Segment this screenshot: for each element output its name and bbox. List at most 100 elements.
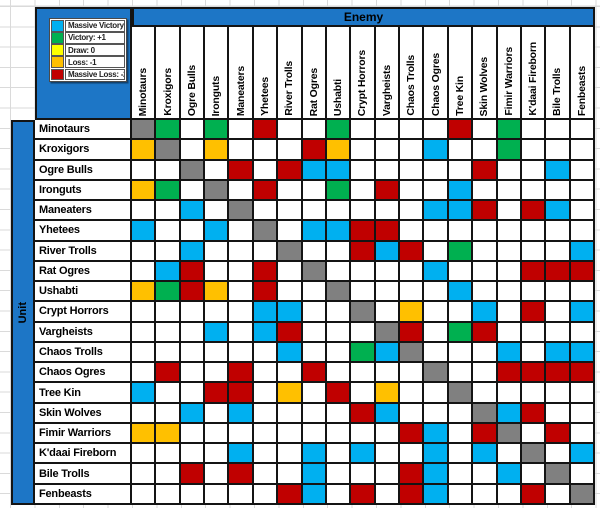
matchup-cell[interactable] bbox=[205, 403, 228, 422]
matchup-cell[interactable] bbox=[375, 423, 399, 443]
matchup-cell[interactable] bbox=[424, 241, 447, 260]
matchup-cell[interactable] bbox=[521, 423, 545, 443]
matchup-cell[interactable] bbox=[278, 464, 301, 483]
matchup-cell[interactable] bbox=[132, 282, 155, 301]
matchup-cell[interactable] bbox=[546, 140, 569, 159]
matchup-cell[interactable] bbox=[278, 140, 301, 159]
matchup-cell[interactable] bbox=[132, 484, 155, 503]
column-header[interactable]: Ogre Bulls bbox=[180, 27, 204, 118]
matchup-cell[interactable] bbox=[205, 241, 228, 260]
matchup-cell[interactable] bbox=[570, 484, 593, 503]
row-label[interactable]: River Trolls bbox=[35, 241, 130, 260]
matchup-cell[interactable] bbox=[180, 322, 204, 341]
matchup-cell[interactable] bbox=[400, 120, 423, 139]
matchup-cell[interactable] bbox=[375, 221, 399, 240]
matchup-cell[interactable] bbox=[205, 484, 228, 503]
matchup-cell[interactable] bbox=[156, 403, 179, 422]
matchup-cell[interactable] bbox=[156, 484, 179, 503]
matchup-cell[interactable] bbox=[497, 383, 520, 402]
matchup-cell[interactable] bbox=[302, 464, 325, 483]
matchup-cell[interactable] bbox=[278, 241, 301, 260]
matchup-cell[interactable] bbox=[546, 221, 569, 240]
matchup-cell[interactable] bbox=[570, 302, 593, 321]
matchup-cell[interactable] bbox=[180, 383, 204, 402]
matchup-cell[interactable] bbox=[132, 322, 155, 341]
matchup-cell[interactable] bbox=[205, 140, 228, 159]
matchup-cell[interactable] bbox=[521, 363, 545, 382]
matchup-cell[interactable] bbox=[424, 322, 447, 341]
matchup-cell[interactable] bbox=[180, 160, 204, 179]
matchup-cell[interactable] bbox=[351, 342, 374, 362]
matchup-cell[interactable] bbox=[473, 160, 496, 179]
matchup-cell[interactable] bbox=[546, 484, 569, 503]
matchup-cell[interactable] bbox=[351, 403, 374, 422]
matchup-cell[interactable] bbox=[351, 241, 374, 260]
row-label[interactable]: Vargheists bbox=[35, 322, 130, 341]
matchup-cell[interactable] bbox=[253, 484, 277, 503]
matchup-cell[interactable] bbox=[229, 160, 252, 179]
matchup-cell[interactable] bbox=[351, 120, 374, 139]
matchup-cell[interactable] bbox=[132, 120, 155, 139]
matchup-cell[interactable] bbox=[424, 201, 447, 220]
row-label[interactable]: Chaos Ogres bbox=[35, 363, 130, 382]
matchup-cell[interactable] bbox=[448, 221, 472, 240]
matchup-cell[interactable] bbox=[424, 444, 447, 463]
row-label[interactable]: Ironguts bbox=[35, 180, 130, 200]
matchup-cell[interactable] bbox=[132, 383, 155, 402]
matchup-cell[interactable] bbox=[497, 423, 520, 443]
matchup-cell[interactable] bbox=[521, 180, 545, 200]
matchup-cell[interactable] bbox=[521, 403, 545, 422]
matchup-cell[interactable] bbox=[521, 342, 545, 362]
matchup-cell[interactable] bbox=[375, 342, 399, 362]
matchup-cell[interactable] bbox=[351, 201, 374, 220]
matchup-cell[interactable] bbox=[497, 282, 520, 301]
matchup-cell[interactable] bbox=[546, 423, 569, 443]
matchup-cell[interactable] bbox=[424, 261, 447, 281]
matchup-cell[interactable] bbox=[375, 322, 399, 341]
matchup-cell[interactable] bbox=[302, 423, 325, 443]
matchup-cell[interactable] bbox=[180, 261, 204, 281]
matchup-cell[interactable] bbox=[205, 383, 228, 402]
matchup-cell[interactable] bbox=[473, 484, 496, 503]
matchup-cell[interactable] bbox=[180, 120, 204, 139]
matchup-cell[interactable] bbox=[156, 140, 179, 159]
matchup-cell[interactable] bbox=[375, 464, 399, 483]
matchup-cell[interactable] bbox=[229, 383, 252, 402]
unit-axis-header[interactable]: Unit bbox=[11, 120, 35, 505]
matchup-cell[interactable] bbox=[278, 363, 301, 382]
matchup-cell[interactable] bbox=[448, 383, 472, 402]
matchup-cell[interactable] bbox=[205, 180, 228, 200]
matchup-cell[interactable] bbox=[546, 464, 569, 483]
matchup-cell[interactable] bbox=[132, 241, 155, 260]
row-label[interactable]: Bile Trolls bbox=[35, 464, 130, 483]
matchup-cell[interactable] bbox=[278, 484, 301, 503]
matchup-cell[interactable] bbox=[278, 201, 301, 220]
matchup-cell[interactable] bbox=[570, 464, 593, 483]
matchup-cell[interactable] bbox=[497, 484, 520, 503]
matchup-cell[interactable] bbox=[253, 261, 277, 281]
matchup-cell[interactable] bbox=[156, 423, 179, 443]
matchup-cell[interactable] bbox=[253, 444, 277, 463]
column-header[interactable]: Ushabti bbox=[326, 27, 350, 118]
matchup-cell[interactable] bbox=[278, 180, 301, 200]
column-header[interactable]: Rat Ogres bbox=[302, 27, 325, 118]
row-label[interactable]: Minotaurs bbox=[35, 120, 130, 139]
matchup-cell[interactable] bbox=[132, 302, 155, 321]
column-header[interactable]: Bile Trolls bbox=[546, 27, 569, 118]
matchup-cell[interactable] bbox=[180, 464, 204, 483]
matchup-cell[interactable] bbox=[302, 322, 325, 341]
matchup-cell[interactable] bbox=[424, 403, 447, 422]
matchup-cell[interactable] bbox=[156, 302, 179, 321]
matchup-cell[interactable] bbox=[229, 342, 252, 362]
matchup-cell[interactable] bbox=[400, 160, 423, 179]
matchup-cell[interactable] bbox=[278, 302, 301, 321]
matchup-cell[interactable] bbox=[448, 160, 472, 179]
matchup-cell[interactable] bbox=[302, 221, 325, 240]
matchup-cell[interactable] bbox=[302, 302, 325, 321]
matchup-cell[interactable] bbox=[229, 282, 252, 301]
matchup-cell[interactable] bbox=[132, 221, 155, 240]
matchup-cell[interactable] bbox=[473, 464, 496, 483]
matchup-cell[interactable] bbox=[546, 444, 569, 463]
row-label[interactable]: Fenbeasts bbox=[35, 484, 130, 503]
matchup-cell[interactable] bbox=[205, 160, 228, 179]
